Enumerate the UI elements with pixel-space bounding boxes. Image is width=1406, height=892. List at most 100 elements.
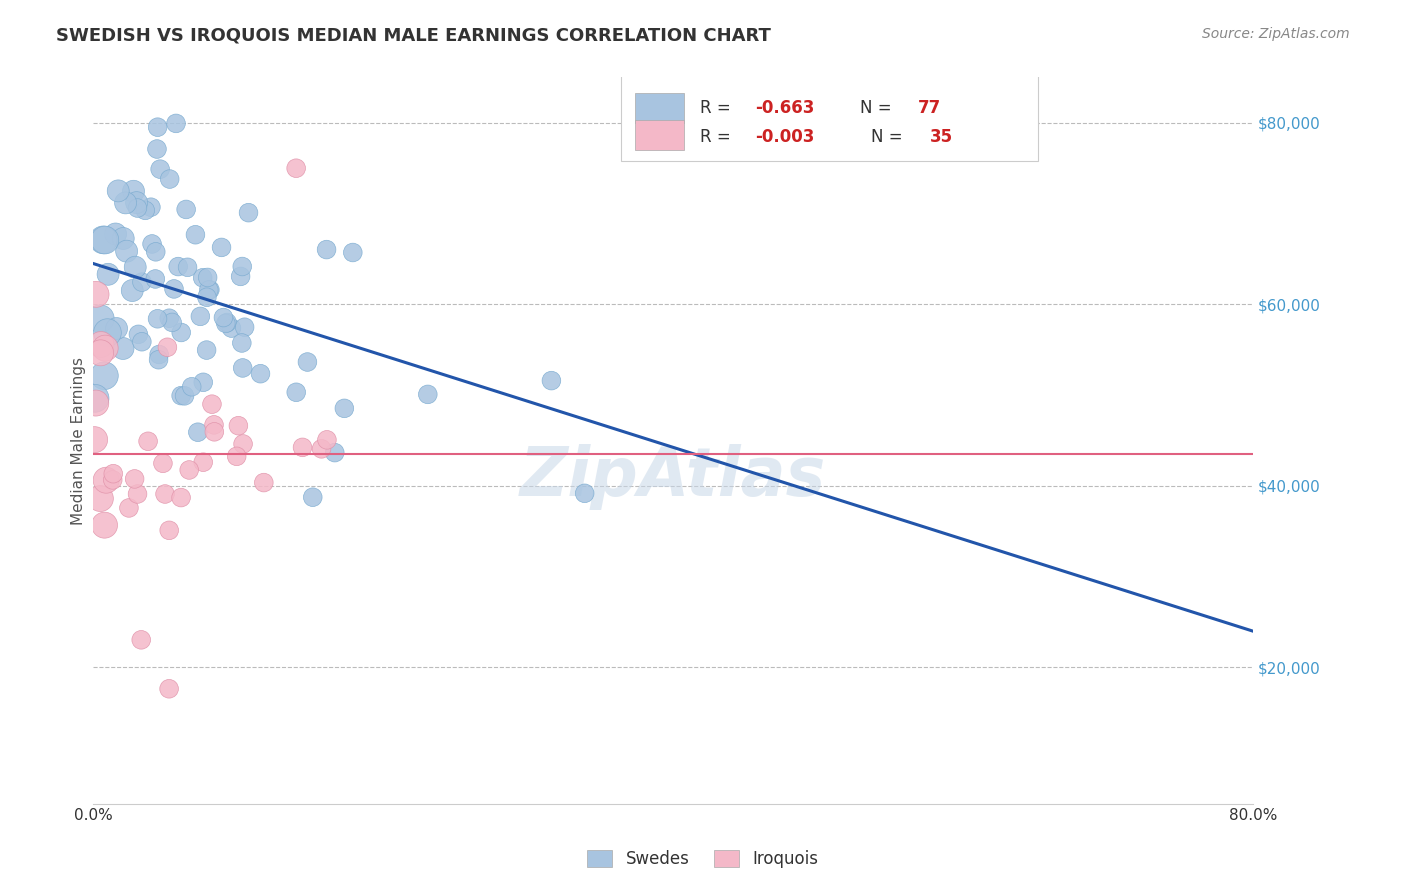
Point [225,450,247,464]
Point [94,233,117,247]
Point [202,417,225,432]
FancyBboxPatch shape [634,93,683,123]
Point [187,425,209,440]
Point [83,433,105,447]
Text: R =: R = [700,99,731,117]
Point [103,467,125,481]
Point [97,268,120,282]
Point [146,142,169,156]
Point [291,441,314,455]
Point [285,161,308,176]
Point [574,486,596,500]
Text: 35: 35 [929,128,952,146]
Point [148,347,170,361]
Text: N =: N = [872,128,903,146]
Point [152,456,174,470]
Point [180,380,202,394]
Point [217,316,239,330]
Point [212,310,235,325]
Point [146,311,169,326]
Text: R =: R = [700,128,731,146]
Point [157,681,180,696]
Text: ZipAtlas: ZipAtlas [520,444,827,510]
Point [157,311,180,326]
Point [124,260,146,275]
Point [211,240,233,254]
Point [136,434,159,449]
Point [215,317,238,331]
Text: SWEDISH VS IROQUOIS MEDIAN MALE EARNINGS CORRELATION CHART: SWEDISH VS IROQUOIS MEDIAN MALE EARNINGS… [56,27,770,45]
Point [232,360,254,375]
Point [91,233,114,247]
Point [159,172,181,186]
Point [148,352,170,367]
Point [202,425,225,439]
Point [197,270,219,285]
Point [249,367,271,381]
Point [311,442,333,456]
Point [93,518,115,533]
Legend: Swedes, Iroquois: Swedes, Iroquois [581,843,825,875]
Point [146,120,169,135]
Point [153,487,176,501]
Point [316,433,339,447]
Point [285,385,308,400]
FancyBboxPatch shape [621,70,1039,161]
Point [232,437,254,451]
Point [179,463,201,477]
Point [93,368,115,383]
Point [90,346,112,360]
Point [170,389,193,403]
Point [167,260,190,274]
Point [127,327,149,342]
Point [315,243,337,257]
Point [191,270,214,285]
Point [139,200,162,214]
Point [201,397,224,411]
Point [90,337,112,351]
Point [301,490,323,504]
Point [96,326,118,340]
Point [231,260,253,274]
Point [188,310,211,324]
Point [221,321,243,335]
Text: Source: ZipAtlas.com: Source: ZipAtlas.com [1202,27,1350,41]
Point [127,487,149,501]
Point [165,116,187,130]
Point [121,284,143,298]
Point [170,491,193,505]
Point [105,321,128,335]
Point [333,401,356,416]
Point [228,418,250,433]
Point [114,195,136,210]
Point [176,260,198,275]
Point [238,205,260,219]
Point [104,227,127,241]
Point [195,290,218,304]
Point [89,311,111,326]
Point [173,389,195,403]
Point [231,335,253,350]
Point [134,203,156,218]
Point [157,524,180,538]
Point [112,231,135,245]
Point [170,326,193,340]
Point [118,500,141,515]
Text: 77: 77 [918,99,941,117]
Point [89,491,111,506]
FancyBboxPatch shape [634,120,683,150]
Text: -0.003: -0.003 [755,128,815,146]
Point [111,342,134,356]
Point [131,275,153,289]
Point [342,245,364,260]
Point [233,320,256,334]
Point [107,184,129,198]
Point [125,195,148,210]
Text: -0.663: -0.663 [755,99,815,117]
Point [94,473,117,487]
Point [416,387,439,401]
Point [131,334,153,349]
Point [124,472,146,486]
Point [84,287,107,301]
Point [84,392,107,406]
